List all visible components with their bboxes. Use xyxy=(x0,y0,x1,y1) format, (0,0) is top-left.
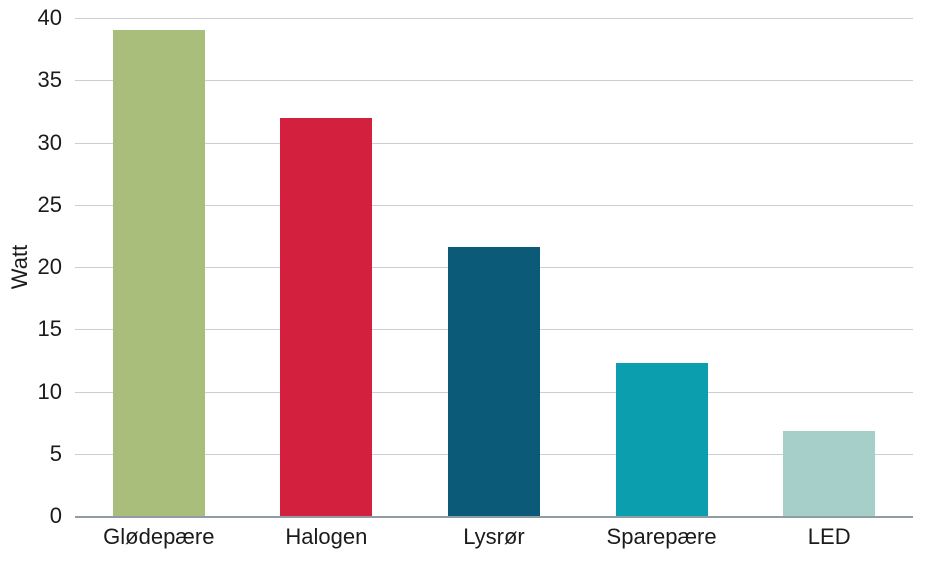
bar xyxy=(448,247,540,516)
y-tick-label: 10 xyxy=(38,379,75,405)
x-tick-label: Lysrør xyxy=(463,516,525,550)
bar xyxy=(616,363,708,516)
y-tick-label: 25 xyxy=(38,192,75,218)
x-tick-label: Glødepære xyxy=(103,516,214,550)
y-tick-label: 20 xyxy=(38,254,75,280)
bar xyxy=(783,431,875,516)
plot-area: 0510152025303540GlødepæreHalogenLysrørSp… xyxy=(75,18,913,516)
y-tick-label: 40 xyxy=(38,5,75,31)
y-tick-label: 30 xyxy=(38,130,75,156)
gridline xyxy=(75,18,913,19)
y-tick-label: 35 xyxy=(38,67,75,93)
watt-bar-chart: 0 5 10 15 20 25 30 35 40 Glødepære Halogen Lysrør Sp… xyxy=(0,0,930,566)
y-tick-label: 0 xyxy=(50,503,75,529)
x-tick-label: Sparepære xyxy=(607,516,717,550)
bar xyxy=(280,118,372,516)
y-axis-label: Watt xyxy=(7,245,33,289)
y-tick-label: 15 xyxy=(38,316,75,342)
bar xyxy=(113,30,205,516)
x-tick-label: Halogen xyxy=(285,516,367,550)
x-tick-label: LED xyxy=(808,516,851,550)
y-tick-label: 5 xyxy=(50,441,75,467)
